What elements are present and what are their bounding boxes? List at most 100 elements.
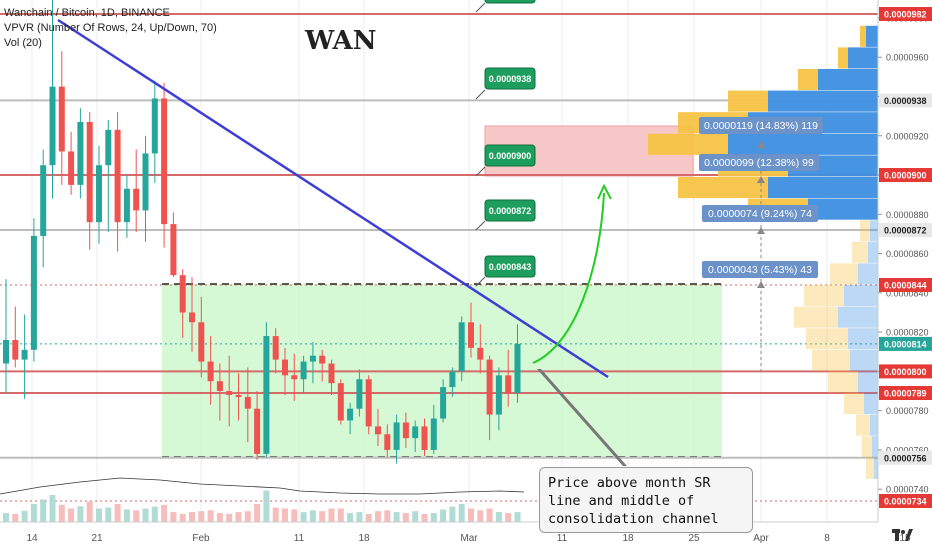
price-tag-bg bbox=[879, 93, 932, 108]
measure-label-43: 0.0000043 (5.43%) 43 bbox=[702, 261, 818, 278]
volume-bar bbox=[347, 513, 354, 522]
measure-label-74: 0.0000074 (9.24%) 74 bbox=[702, 205, 818, 222]
trendline[interactable] bbox=[57, 18, 609, 379]
volume-bar bbox=[216, 513, 223, 522]
chart-legend: Wanchain / Bitcoin, 1D, BINANCE VPVR (Nu… bbox=[4, 6, 217, 51]
price-tag-bg bbox=[879, 223, 932, 238]
vp-down-bar bbox=[866, 25, 878, 47]
candle-body bbox=[309, 355, 316, 362]
volume-bar bbox=[319, 511, 326, 522]
callout-note[interactable]: Price above month SR line and middle of … bbox=[539, 467, 753, 533]
vp-down-bar bbox=[768, 176, 878, 199]
candle-body bbox=[198, 322, 205, 362]
candle-body bbox=[356, 379, 363, 409]
time-axis-bg bbox=[0, 522, 932, 550]
volume-bar bbox=[30, 504, 37, 522]
time-tick-label: 18 bbox=[622, 533, 634, 544]
volume-bar bbox=[86, 501, 93, 522]
volume-bar bbox=[161, 504, 168, 522]
vp-down-bar bbox=[870, 414, 878, 436]
candle-body bbox=[21, 349, 28, 360]
price-tick-label: 0.0000780 bbox=[886, 406, 929, 416]
vp-up-bar bbox=[844, 392, 864, 415]
volume-bar bbox=[337, 508, 344, 522]
volume-bar bbox=[58, 504, 65, 522]
target-flag-label: 0.0000872 bbox=[489, 206, 532, 216]
candle-body bbox=[468, 322, 474, 348]
candle-body bbox=[477, 347, 484, 360]
vp-up-bar bbox=[828, 371, 858, 393]
measure-arrowheads bbox=[757, 141, 765, 288]
price-tag-bg bbox=[879, 277, 932, 292]
candle-body bbox=[86, 122, 93, 223]
price-tag-bg bbox=[879, 7, 932, 21]
price-tag-bg bbox=[879, 364, 932, 379]
price-tag-label: 0.0000982 bbox=[884, 10, 927, 20]
volume-bar bbox=[412, 511, 419, 522]
vp-up-bar bbox=[862, 436, 872, 458]
target-flag-843[interactable]: 0.0000843 bbox=[475, 255, 536, 287]
candle-body bbox=[170, 224, 177, 276]
candle-body bbox=[49, 86, 56, 166]
candle-body bbox=[495, 375, 502, 415]
volume-bar bbox=[3, 513, 9, 522]
price-tag-label: 0.0000900 bbox=[884, 171, 927, 181]
volume-bar bbox=[179, 513, 186, 522]
target-flag-900[interactable]: 0.0000900 bbox=[475, 144, 536, 177]
volume-bar bbox=[402, 513, 409, 522]
vp-up-bar bbox=[798, 68, 818, 91]
time-tick-label: Feb bbox=[192, 533, 210, 544]
measure-label-text: 0.0000043 (5.43%) 43 bbox=[708, 264, 812, 276]
callout-line: consolidation channel bbox=[548, 511, 719, 527]
volume-bar bbox=[449, 506, 456, 522]
measure-label-99: 0.0000099 (12.38%) 99 bbox=[699, 154, 819, 171]
candle-body bbox=[30, 235, 37, 350]
price-tag-bg bbox=[879, 168, 932, 183]
vpvr-indicator-label[interactable]: VPVR (Number Of Rows, 24, Up/Down, 70) bbox=[4, 22, 217, 34]
vp-up-bar bbox=[804, 284, 844, 307]
candle-body bbox=[151, 98, 158, 154]
volume-bar bbox=[96, 508, 102, 522]
volume-bar bbox=[505, 513, 512, 522]
tradingview-logo[interactable] bbox=[892, 527, 914, 543]
vp-up-bar bbox=[830, 263, 858, 285]
volume-bar bbox=[309, 510, 316, 522]
vp-down-bar bbox=[818, 68, 878, 91]
volume-bar bbox=[68, 508, 75, 522]
time-tick-label: 11 bbox=[294, 533, 305, 544]
time-tick-label: Apr bbox=[753, 533, 769, 544]
volume-bar bbox=[328, 508, 335, 522]
measure-label-119: 0.0000119 (14.83%) 119 bbox=[699, 117, 823, 134]
volume-indicator-label[interactable]: Vol (20) bbox=[4, 37, 42, 49]
target-flag-938[interactable]: 0.0000938 bbox=[475, 67, 536, 100]
candle-body bbox=[114, 129, 121, 223]
volume-bar bbox=[468, 508, 474, 522]
symbol-label[interactable]: Wanchain / Bitcoin, 1D, BINANCE bbox=[4, 7, 170, 19]
vp-down-bar bbox=[870, 220, 878, 242]
target-flag-872[interactable]: 0.0000872 bbox=[475, 199, 536, 231]
vp-up-bar bbox=[678, 176, 768, 199]
price-tag-label: 0.0000938 bbox=[884, 96, 927, 106]
time-tick-label: 14 bbox=[26, 533, 38, 544]
vp-up-bar bbox=[812, 349, 850, 371]
vp-down-bar bbox=[850, 349, 878, 371]
candle-body bbox=[337, 383, 344, 421]
volume-bar bbox=[477, 510, 484, 522]
price-tag-label: 0.0000734 bbox=[884, 497, 927, 507]
candle-body bbox=[347, 408, 354, 421]
time-tick-label: 15 bbox=[899, 533, 911, 544]
candle-body bbox=[365, 379, 372, 427]
volume-bar bbox=[263, 490, 270, 522]
vp-down-bar bbox=[872, 436, 878, 458]
volume-bar bbox=[12, 513, 19, 522]
volume-bar bbox=[170, 512, 177, 522]
target-flag-label: 0.0000900 bbox=[489, 151, 532, 161]
volume-bar bbox=[282, 508, 288, 522]
vp-down-bar bbox=[874, 457, 878, 479]
volume-bar bbox=[207, 510, 214, 522]
candle-body bbox=[226, 391, 233, 395]
price-tag-bg bbox=[879, 385, 932, 400]
volume-bar bbox=[235, 512, 242, 522]
